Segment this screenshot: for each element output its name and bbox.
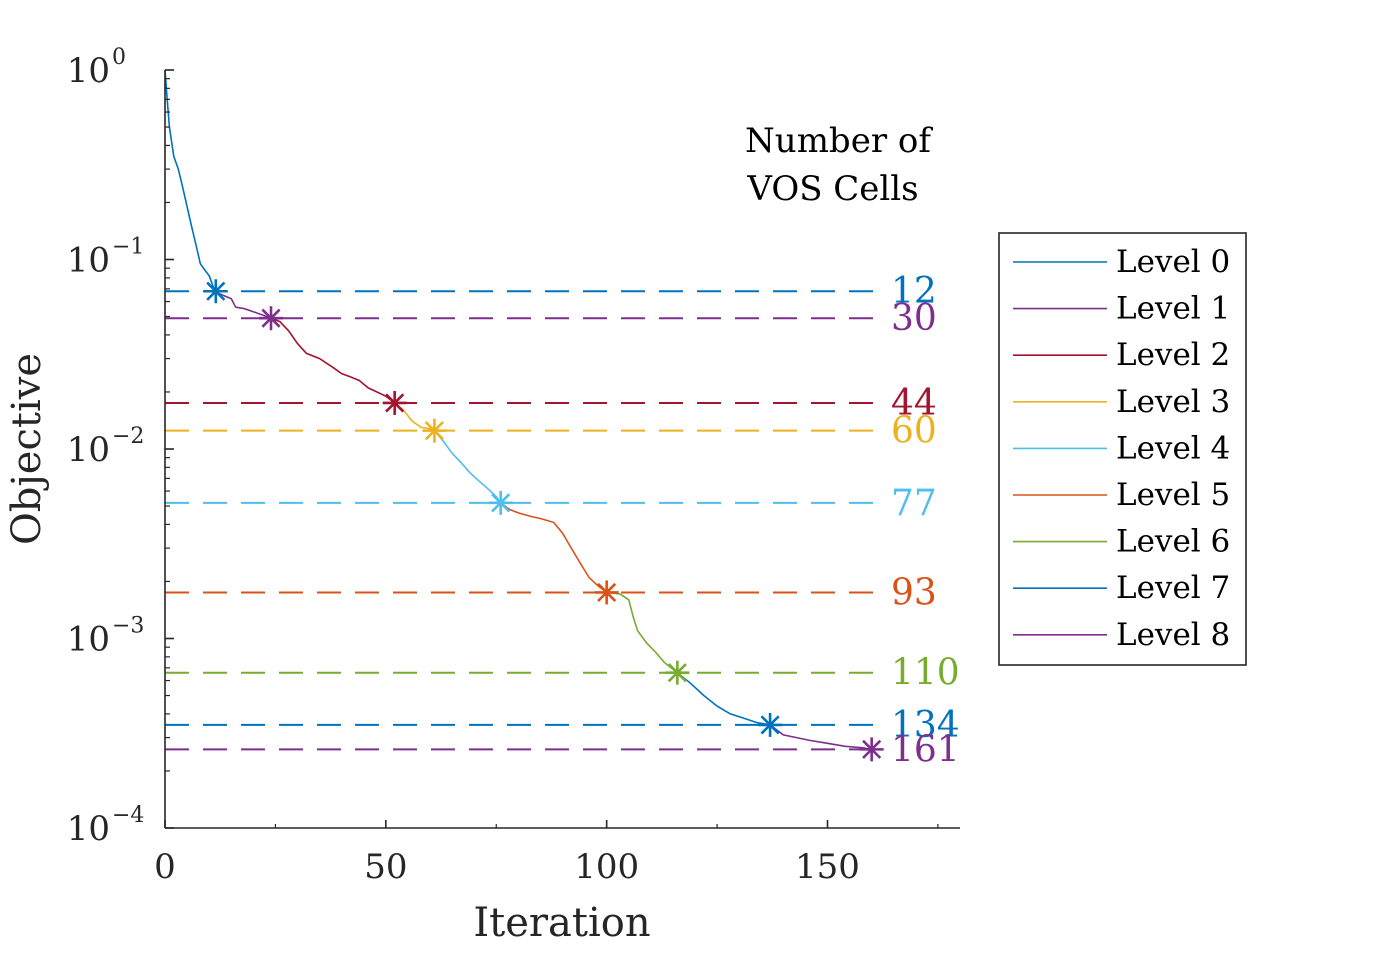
level-marker-4 [488,490,513,515]
series-line-6 [606,591,678,674]
annotation-title-line-2: VOS Cells [746,169,918,209]
legend-label-5: Level 5 [1116,477,1230,513]
legend-label-6: Level 6 [1116,524,1230,560]
y-tick-label-4: 10 [67,51,110,91]
x-tick-label-1: 50 [364,847,407,887]
level-marker-8 [859,737,884,762]
level-marker-2 [382,390,407,415]
legend-label-2: Level 2 [1116,337,1230,373]
x-ticks: 0 50 100 150 [154,820,939,887]
cell-count-label-7: 134 [891,705,960,746]
legend-label-7: Level 7 [1116,570,1230,606]
y-tick-label-0: 10 [67,809,110,849]
y-tick-label-1: 10 [67,620,110,660]
level-marker-1 [259,306,283,331]
legend-label-1: Level 1 [1116,291,1230,327]
y-tick-exponent-4: 0 [112,45,126,70]
series-line-1 [213,290,272,319]
series-line-5 [500,502,608,594]
legend-label-8: Level 8 [1116,617,1230,653]
level-marker-0 [203,279,228,304]
cell-count-label-2: 44 [891,383,937,424]
x-axis-label: Iteration [473,900,650,946]
cell-count-label-4: 77 [891,483,937,524]
threshold-lines [165,290,885,751]
series-line-8 [769,724,872,751]
y-tick-label-3: 10 [67,241,110,281]
legend-label-4: Level 4 [1116,430,1230,466]
series-lines [164,69,872,751]
legend-label-0: Level 0 [1116,244,1230,280]
x-tick-label-0: 0 [154,847,176,887]
y-tick-label-2: 10 [67,430,110,470]
cell-count-label-1: 30 [891,298,937,339]
annotation-title-line-1: Number of [745,121,933,161]
legend-label-3: Level 3 [1116,384,1230,420]
level-marker-3 [422,418,447,443]
series-line-2 [270,317,396,404]
series-line-4 [433,430,502,504]
y-tick-exponent-3: −1 [112,235,144,260]
series-line-0 [164,69,217,292]
cell-count-label-0: 12 [891,271,937,312]
level-markers [203,279,884,762]
cell-count-label-6: 110 [891,653,960,694]
cell-count-label-5: 93 [891,572,937,613]
level-marker-5 [594,580,619,605]
y-tick-exponent-1: −3 [112,614,144,639]
level-marker-7 [758,712,783,737]
x-tick-label-3: 150 [795,847,860,887]
cell-count-label-8: 161 [891,729,960,770]
x-tick-label-2: 100 [574,847,639,887]
cell-count-label-3: 60 [891,411,937,452]
series-line-7 [676,672,771,726]
legend: Level 0 Level 1 Level 2 Level 3 Level 4 Level… [998,232,1247,666]
level-marker-6 [665,660,690,685]
y-tick-exponent-0: −4 [112,803,144,828]
y-axis-label: Objective [4,353,50,545]
y-tick-exponent-2: −2 [112,424,144,449]
